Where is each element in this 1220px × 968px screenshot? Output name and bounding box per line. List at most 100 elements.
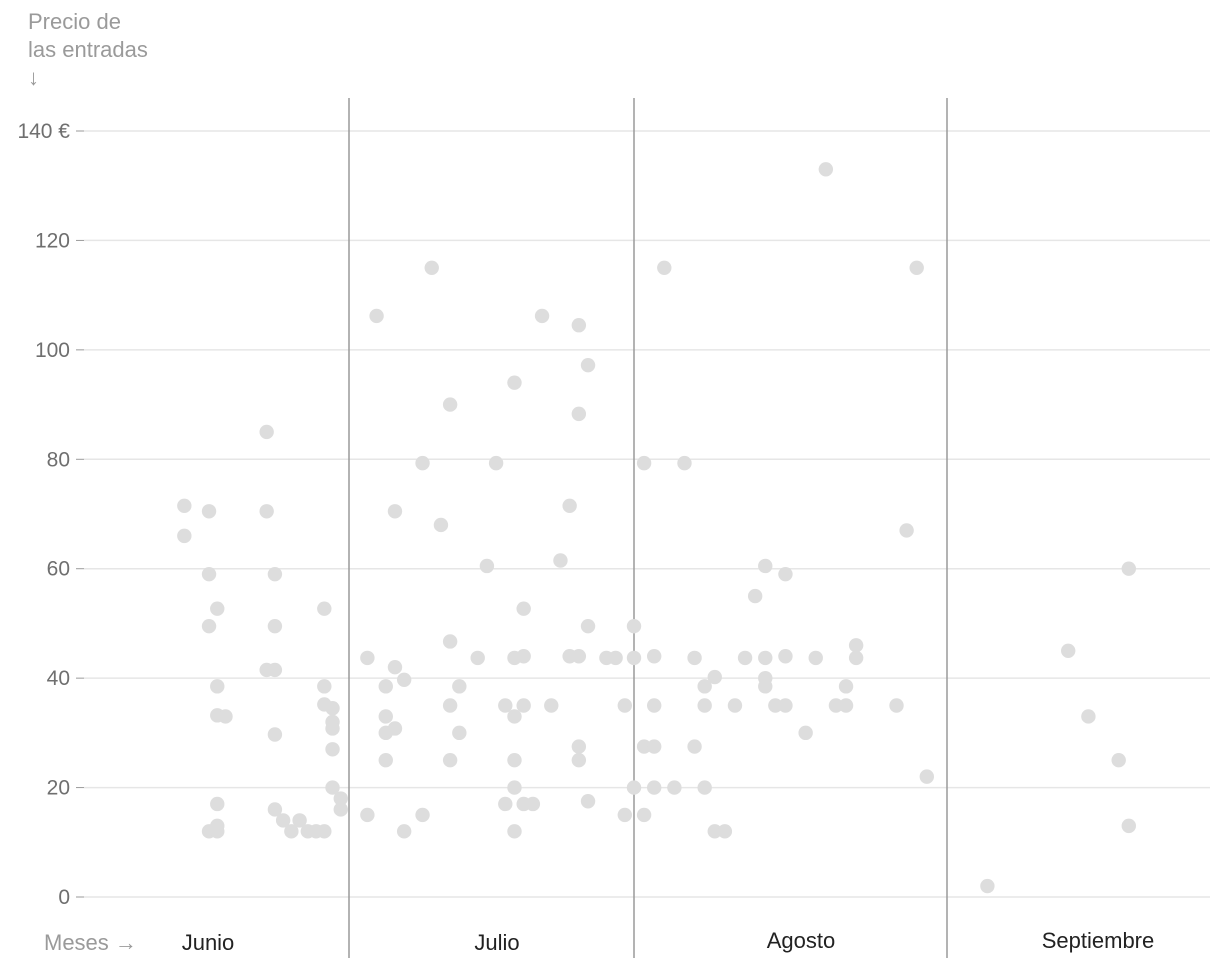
data-point-23	[292, 813, 307, 828]
data-point-124	[798, 725, 813, 741]
data-point-68	[507, 780, 522, 795]
data-point-83	[571, 739, 587, 754]
data-point-105	[687, 650, 702, 666]
data-point-7	[210, 679, 225, 694]
data-point-90	[617, 698, 633, 713]
data-point-117	[758, 650, 773, 666]
data-point-116	[758, 558, 773, 574]
data-point-94	[626, 780, 642, 795]
data-point-91	[617, 807, 633, 823]
data-point-72	[516, 698, 531, 713]
data-point-13	[259, 424, 274, 440]
data-point-109	[697, 780, 712, 795]
data-point-56	[442, 753, 458, 768]
data-point-17	[267, 618, 283, 634]
data-point-69	[507, 824, 522, 839]
y-tick-label-40: 40	[47, 667, 70, 690]
data-points	[177, 162, 1137, 894]
data-point-102	[657, 260, 672, 275]
data-point-35	[333, 791, 348, 806]
data-point-43	[378, 753, 393, 768]
data-point-93	[626, 650, 642, 666]
month-label-junio: Junio	[182, 930, 235, 955]
data-point-134	[909, 260, 924, 275]
data-point-37	[360, 650, 375, 666]
data-point-67	[507, 753, 522, 768]
data-point-84	[571, 753, 587, 768]
data-point-133	[899, 523, 914, 538]
data-point-3	[201, 566, 217, 582]
data-point-140	[1121, 561, 1137, 576]
data-point-77	[553, 553, 568, 568]
data-point-141	[1121, 818, 1137, 834]
month-label-julio: Julio	[474, 930, 519, 955]
data-point-48	[396, 824, 412, 839]
data-point-47	[396, 672, 412, 687]
data-point-119	[758, 679, 773, 694]
data-point-121	[778, 566, 793, 582]
data-point-103	[667, 780, 682, 795]
data-point-100	[646, 739, 662, 754]
data-point-30	[325, 701, 340, 716]
data-point-58	[452, 725, 467, 741]
data-point-49	[415, 455, 430, 471]
data-point-18	[267, 662, 283, 678]
data-point-123	[778, 698, 793, 713]
data-point-87	[580, 794, 596, 809]
data-point-26	[317, 824, 332, 839]
data-point-57	[452, 679, 467, 694]
data-point-11	[210, 824, 225, 839]
data-point-70	[516, 601, 531, 616]
data-point-60	[479, 558, 495, 574]
data-point-127	[828, 698, 844, 713]
data-point-41	[378, 709, 393, 724]
data-point-99	[646, 698, 662, 713]
data-point-20	[267, 802, 283, 817]
data-point-76	[544, 698, 559, 713]
data-point-131	[848, 650, 864, 666]
data-point-101	[646, 780, 662, 795]
data-point-44	[387, 504, 403, 519]
data-point-120	[768, 698, 783, 713]
data-point-63	[498, 796, 513, 812]
data-point-74	[525, 796, 541, 812]
data-point-75	[534, 308, 550, 324]
data-point-86	[580, 618, 596, 634]
data-point-50	[415, 807, 430, 823]
data-point-39	[369, 308, 384, 324]
data-point-108	[697, 698, 712, 713]
data-point-114	[737, 650, 753, 666]
data-point-113	[727, 698, 743, 713]
data-point-110	[707, 669, 722, 685]
data-point-1	[177, 528, 192, 544]
data-point-132	[889, 698, 904, 713]
data-point-81	[571, 406, 587, 422]
data-point-106	[687, 739, 702, 754]
data-point-53	[442, 397, 458, 412]
data-point-82	[571, 649, 587, 664]
data-point-80	[571, 318, 587, 333]
data-point-107	[697, 679, 712, 694]
data-point-9	[210, 796, 225, 812]
month-label-agosto: Agosto	[767, 928, 836, 953]
y-tick-label-0: 0	[58, 886, 70, 909]
data-point-111	[707, 824, 722, 839]
data-point-71	[516, 649, 531, 664]
data-point-2	[201, 504, 217, 519]
data-point-14	[259, 504, 274, 519]
data-point-130	[848, 638, 864, 653]
data-point-4	[201, 618, 217, 634]
month-boundaries	[348, 98, 948, 958]
month-label-septiembre: Septiembre	[1042, 928, 1155, 953]
data-point-38	[360, 807, 375, 823]
data-point-52	[433, 517, 449, 533]
data-point-27	[317, 601, 332, 616]
data-point-32	[325, 721, 340, 736]
data-point-6	[210, 601, 225, 616]
data-point-33	[325, 742, 340, 757]
data-point-112	[717, 824, 733, 839]
y-axis-title: Precio de las entradas ↓	[28, 8, 148, 92]
data-point-51	[424, 260, 439, 275]
data-point-59	[470, 650, 485, 666]
